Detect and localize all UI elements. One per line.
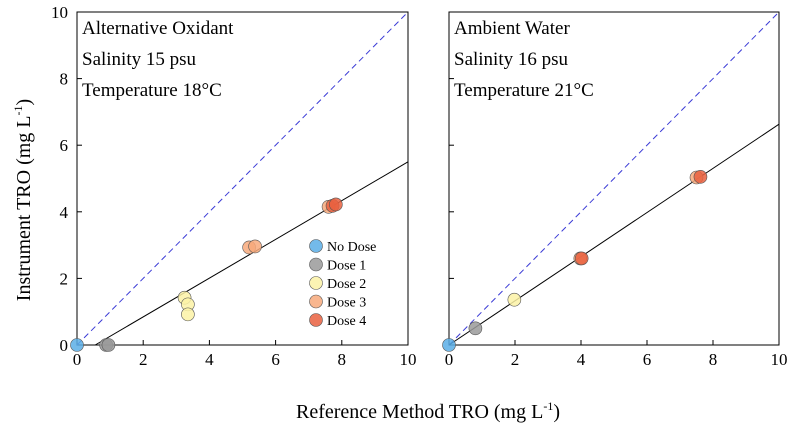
- legend-marker-dose-1: [309, 257, 323, 272]
- panel-title-line-1: Salinity 16 psu: [454, 49, 569, 70]
- legend-marker-dose-4: [309, 313, 323, 327]
- x-tick-label: 0: [73, 350, 82, 369]
- panel-ambient-water: 0 2 4 6 8 10 Ambient Water Salinity 16 psu Tempe…: [442, 11, 788, 369]
- point-dose-1-1: [101, 338, 116, 352]
- point-dose-1-0: [468, 321, 483, 336]
- x-axis-label-sup: -1: [543, 399, 553, 413]
- x-tick-label: 10: [400, 350, 417, 369]
- legend-label-dose-4: Dose 4: [327, 314, 366, 329]
- y-tick-label: 4: [60, 203, 69, 222]
- legend-label-dose-2: Dose 2: [327, 277, 366, 292]
- y-axis-label: Instrument TRO (mg L-1): [11, 99, 35, 301]
- point-dose-3-1: [248, 239, 262, 254]
- x-tick-label: 2: [511, 350, 520, 369]
- y-axis-label-end: ): [13, 99, 35, 106]
- point-dose-4-1: [329, 197, 343, 212]
- legend-label-no-dose: No Dose: [327, 240, 376, 255]
- x-axis-label: Reference Method TRO (mg L-1): [296, 399, 560, 423]
- point-no-dose-0: [442, 338, 456, 352]
- plot-frame-1: [448, 11, 780, 346]
- y-tick-label: 8: [60, 70, 69, 89]
- panel-title-line-0: Alternative Oxidant: [82, 18, 234, 39]
- one-to-one-line-0: [76, 11, 409, 346]
- plot-frame-0: [76, 11, 409, 346]
- x-tick-label: 8: [709, 350, 718, 369]
- y-axis-label-sup: -1: [11, 105, 25, 115]
- y-axis-label-main: Instrument TRO (mg L: [13, 115, 35, 301]
- x-tick-label: 10: [771, 350, 788, 369]
- fit-line-1: [448, 123, 780, 346]
- panel-alternative-oxidant: 0 2 4 6 8 10 0 2 4 6 8 10 Alternative Oxidant Salinit…: [51, 3, 417, 369]
- legend-marker-dose-2: [309, 276, 323, 290]
- y-tick-label: 2: [60, 269, 69, 288]
- x-axis-label-main: Reference Method TRO (mg L: [296, 401, 543, 423]
- panel-title-line-0: Ambient Water: [454, 18, 570, 39]
- one-to-one-line-1: [448, 11, 780, 346]
- legend-label-dose-3: Dose 3: [327, 296, 366, 311]
- panel-title-line-1: Salinity 15 psu: [82, 49, 197, 70]
- x-tick-label: 8: [338, 350, 347, 369]
- x-tick-label: 0: [445, 350, 454, 369]
- y-tick-label: 0: [60, 336, 69, 355]
- panel-title-line-2: Temperature 21°C: [454, 80, 594, 101]
- x-tick-label: 2: [139, 350, 148, 369]
- y-tick-label: 10: [51, 3, 68, 22]
- point-dose-4-0: [574, 251, 589, 266]
- y-tick-label: 6: [60, 136, 69, 155]
- point-no-dose-0: [70, 338, 84, 352]
- x-tick-label: 4: [577, 350, 586, 369]
- point-dose-4-1: [693, 170, 708, 184]
- point-dose-2-0: [507, 292, 522, 307]
- x-axis-label-end: ): [553, 401, 560, 423]
- legend-marker-no-dose: [309, 239, 323, 253]
- x-tick-label: 6: [271, 350, 280, 369]
- panel-title-line-2: Temperature 18°C: [82, 80, 222, 101]
- point-dose-2-2: [181, 307, 195, 322]
- legend-marker-dose-3: [309, 294, 323, 309]
- x-tick-label: 4: [205, 350, 214, 369]
- legend-label-dose-1: Dose 1: [327, 259, 366, 274]
- x-tick-label: 6: [643, 350, 652, 369]
